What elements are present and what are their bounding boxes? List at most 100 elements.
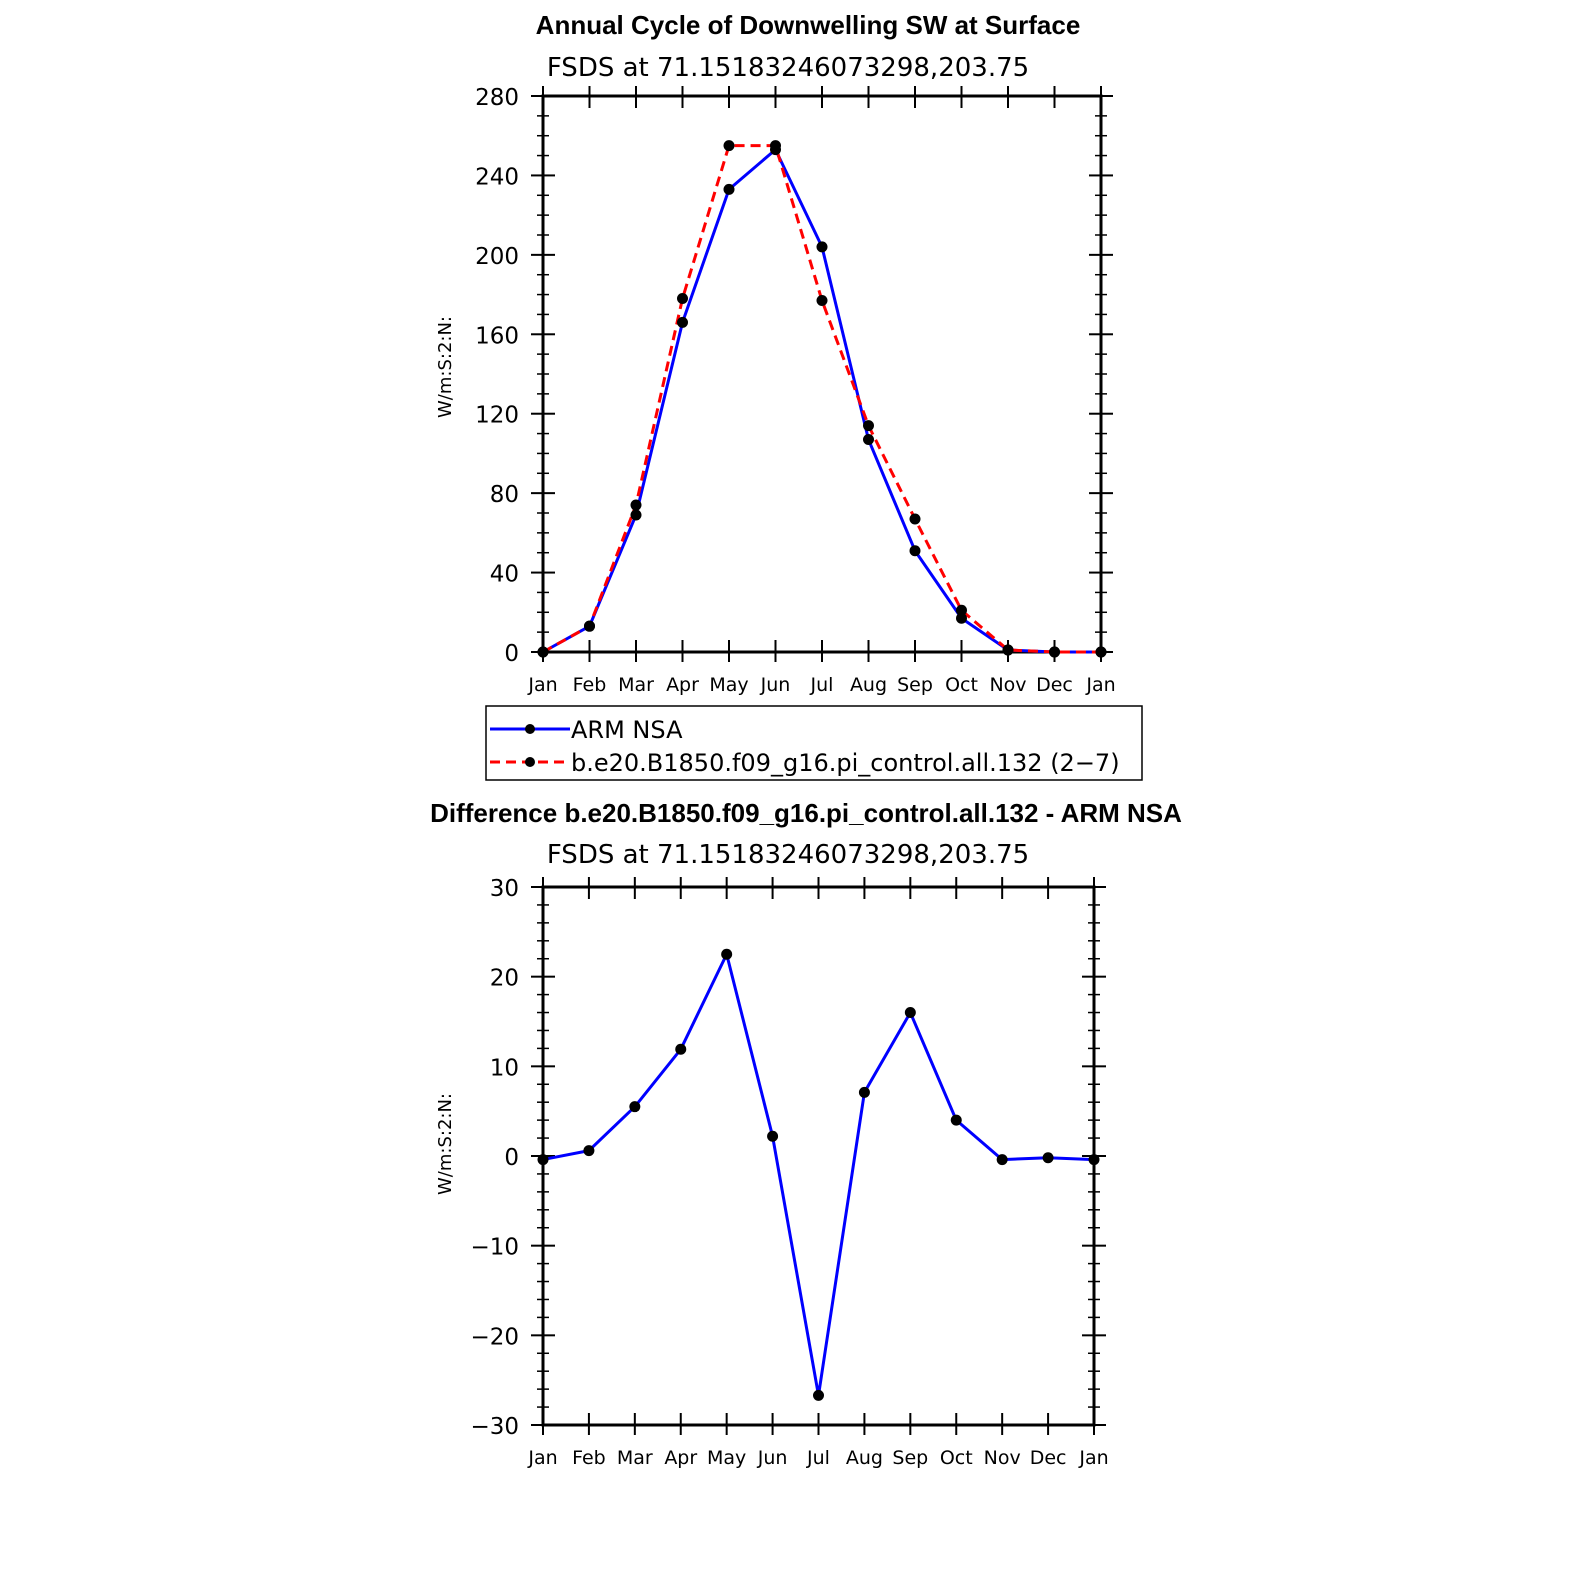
data-point bbox=[1042, 1152, 1054, 1164]
x-tick-label: Feb bbox=[572, 1447, 606, 1469]
chart-annual-cycle: Annual Cycle of Downwelling SW at Surfac… bbox=[435, 10, 1116, 696]
y-tick-label: 80 bbox=[490, 482, 519, 508]
data-point bbox=[858, 1086, 870, 1098]
data-point bbox=[630, 499, 642, 511]
data-point bbox=[909, 513, 921, 525]
data-point bbox=[770, 140, 781, 152]
data-point bbox=[630, 509, 642, 521]
data-point bbox=[950, 1114, 962, 1126]
x-tick-label: Aug bbox=[846, 1447, 883, 1469]
data-point bbox=[816, 241, 828, 253]
data-point bbox=[537, 1154, 549, 1166]
x-tick-label: Mar bbox=[617, 1447, 653, 1469]
plot-area-frame bbox=[541, 94, 1103, 654]
x-tick-label: Jun bbox=[757, 1447, 788, 1469]
x-tick-label: Apr bbox=[666, 674, 699, 696]
legend-marker-arm-nsa bbox=[525, 724, 535, 734]
data-point bbox=[677, 293, 688, 305]
series-line-0 bbox=[542, 148, 1101, 654]
chart-title: Annual Cycle of Downwelling SW at Surfac… bbox=[536, 10, 1081, 40]
x-tick-label: Nov bbox=[984, 1447, 1021, 1469]
legend-label-arm-nsa: ARM NSA bbox=[571, 716, 683, 744]
data-point bbox=[996, 1154, 1008, 1166]
y-tick-label: 30 bbox=[490, 876, 519, 902]
x-tick-label: Jan bbox=[527, 674, 557, 696]
y-tick-label: 160 bbox=[475, 323, 519, 349]
legend-marker-model bbox=[525, 757, 535, 767]
y-tick-label: 280 bbox=[475, 85, 519, 111]
x-tick-label: Mar bbox=[618, 674, 654, 696]
axis-ticks bbox=[531, 877, 1106, 1435]
data-series bbox=[537, 948, 1100, 1401]
plot-frame bbox=[541, 885, 1096, 1427]
chart-difference: Difference b.e20.B1850.f09_g16.pi_contro… bbox=[430, 798, 1182, 1469]
y-tick-label: 240 bbox=[475, 164, 519, 190]
x-tick-label: Jan bbox=[1078, 1447, 1108, 1469]
data-point bbox=[723, 183, 735, 195]
y-tick-label: 10 bbox=[490, 1055, 519, 1081]
y-tick-label: 200 bbox=[475, 244, 519, 270]
data-point bbox=[904, 1007, 916, 1019]
y-tick-label: 120 bbox=[475, 403, 519, 429]
x-tick-label: Nov bbox=[989, 674, 1026, 696]
data-point bbox=[1095, 646, 1107, 658]
y-axis-label: W/m:S:2:N: bbox=[435, 1093, 456, 1195]
data-point bbox=[1002, 644, 1014, 656]
series-line-1 bbox=[542, 144, 1101, 654]
data-point bbox=[816, 295, 828, 307]
axis-ticks bbox=[531, 86, 1113, 662]
x-tick-label: Feb bbox=[573, 674, 607, 696]
data-point bbox=[863, 434, 874, 446]
x-tick-label: Jul bbox=[810, 674, 834, 696]
data-point bbox=[956, 612, 967, 624]
x-tick-label: Sep bbox=[897, 674, 933, 696]
x-tick-label: Sep bbox=[892, 1447, 928, 1469]
x-tick-label: Jan bbox=[527, 1447, 557, 1469]
data-point bbox=[909, 545, 921, 557]
x-tick-label: Dec bbox=[1030, 1447, 1067, 1469]
data-point bbox=[1088, 1154, 1100, 1166]
legend-box bbox=[485, 705, 1143, 781]
x-tick-label: Aug bbox=[850, 674, 887, 696]
data-point bbox=[675, 1043, 687, 1055]
plot-frame bbox=[541, 94, 1103, 654]
data-point bbox=[583, 1145, 595, 1157]
x-tick-label: May bbox=[709, 674, 748, 696]
x-tick-labels: Jan Feb Mar Apr May Jun Jul Aug Sep Oct Nov Dec Jan bbox=[527, 1447, 1108, 1469]
data-point bbox=[537, 646, 549, 658]
series-line-0 bbox=[542, 952, 1095, 1397]
x-tick-label: Jul bbox=[806, 1447, 830, 1469]
x-tick-label: Oct bbox=[940, 1447, 973, 1469]
data-point bbox=[721, 948, 733, 960]
chart-subtitle: FSDS at 71.15183246073298,203.75 bbox=[547, 840, 1029, 870]
y-tick-label: 20 bbox=[490, 966, 519, 992]
x-tick-label: May bbox=[707, 1447, 746, 1469]
data-point bbox=[956, 604, 967, 616]
chart-subtitle: FSDS at 71.15183246073298,203.75 bbox=[547, 53, 1029, 83]
chart-title: Difference b.e20.B1850.f09_g16.pi_contro… bbox=[430, 798, 1182, 828]
x-tick-label: Dec bbox=[1036, 674, 1073, 696]
y-tick-label: −30 bbox=[470, 1414, 519, 1440]
legend-label-model: b.e20.B1850.f09_g16.pi_control.all.132 (… bbox=[571, 749, 1120, 777]
x-tick-label: Oct bbox=[945, 674, 978, 696]
y-tick-label: 0 bbox=[504, 1145, 519, 1171]
legend: ARM NSA b.e20.B1850.f09_g16.pi_control.a… bbox=[485, 705, 1143, 781]
data-point bbox=[813, 1389, 824, 1401]
x-tick-label: Apr bbox=[664, 1447, 697, 1469]
plot-area-frame bbox=[541, 885, 1096, 1427]
data-point bbox=[723, 140, 735, 152]
x-tick-labels: Jan Feb Mar Apr May Jun Jul Aug Sep Oct Nov Dec Jan bbox=[527, 674, 1115, 696]
data-series bbox=[537, 140, 1107, 658]
y-tick-label: 40 bbox=[490, 562, 519, 588]
data-point bbox=[584, 620, 595, 632]
y-axis-label: W/m:S:2:N: bbox=[435, 316, 456, 418]
y-tick-labels: 280 240 200 160 120 80 40 0 bbox=[475, 85, 519, 667]
data-point bbox=[677, 316, 688, 328]
x-tick-label: Jan bbox=[1085, 674, 1115, 696]
x-tick-label: Jun bbox=[760, 674, 791, 696]
data-point bbox=[629, 1101, 641, 1113]
y-tick-labels: 30 20 10 0 −10 −20 −30 bbox=[470, 876, 519, 1440]
data-point bbox=[1049, 646, 1060, 658]
y-tick-label: 0 bbox=[504, 641, 519, 667]
